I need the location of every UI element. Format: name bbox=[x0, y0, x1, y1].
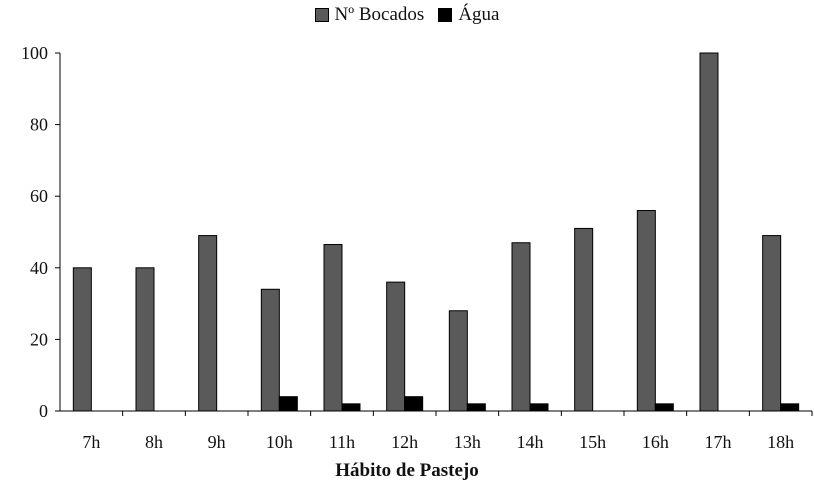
bar-agua bbox=[529, 403, 549, 412]
y-tick-label: 60 bbox=[30, 186, 48, 206]
bar-bocados bbox=[386, 281, 406, 412]
x-tick-label: 15h bbox=[579, 432, 606, 452]
x-tick-label: 12h bbox=[391, 432, 418, 452]
x-tick-label: 17h bbox=[705, 432, 732, 452]
bar-bocados bbox=[260, 288, 280, 412]
legend-item-bocados: Nº Bocados bbox=[314, 4, 425, 26]
bar-bocados bbox=[511, 242, 531, 412]
bar-agua bbox=[341, 403, 361, 412]
y-tick-label: 80 bbox=[30, 115, 48, 135]
legend-label-bocados: Nº Bocados bbox=[334, 4, 425, 25]
bar-bocados bbox=[762, 235, 782, 412]
bar-bocados bbox=[448, 310, 468, 412]
bar-agua bbox=[780, 403, 800, 412]
x-tick-label: 10h bbox=[266, 432, 293, 452]
bar-bocados bbox=[636, 210, 656, 412]
bar-bocados bbox=[198, 235, 218, 412]
bar-agua bbox=[654, 403, 674, 412]
legend-label-agua: Água bbox=[458, 4, 500, 25]
x-axis-title: Hábito de Pastejo bbox=[335, 460, 479, 481]
bar-agua bbox=[466, 403, 486, 412]
y-tick-label: 20 bbox=[30, 329, 48, 349]
y-tick-label: 40 bbox=[30, 258, 48, 278]
tick-labels: 0 20 40 60 80 100 7h 8h 9h 10h 11h 12h 13h 14h 15h 16h 1… bbox=[21, 43, 794, 452]
bar-agua bbox=[278, 396, 298, 412]
bar-bocados bbox=[323, 244, 343, 412]
x-tick-label: 18h bbox=[767, 432, 794, 452]
bar-bocados bbox=[574, 227, 594, 412]
x-tick-label: 7h bbox=[82, 432, 100, 452]
x-tick-label: 9h bbox=[208, 432, 226, 452]
legend-swatch-agua bbox=[438, 8, 453, 22]
legend-item-agua: Água bbox=[438, 4, 499, 26]
x-tick-label: 11h bbox=[329, 432, 355, 452]
bar-bocados bbox=[699, 52, 719, 412]
legend-swatch-bocados bbox=[314, 8, 329, 22]
x-tick-label: 13h bbox=[454, 432, 481, 452]
bar-agua bbox=[404, 396, 424, 412]
axes bbox=[55, 52, 813, 416]
bar-bocados bbox=[72, 267, 92, 412]
chart-legend: Nº Bocados Água bbox=[0, 4, 814, 26]
y-tick-label: 0 bbox=[39, 401, 48, 421]
x-tick-label: 14h bbox=[517, 432, 544, 452]
y-tick-label: 100 bbox=[21, 43, 48, 63]
x-tick-label: 16h bbox=[642, 432, 669, 452]
bar-bocados bbox=[135, 267, 155, 412]
x-tick-label: 8h bbox=[145, 432, 163, 452]
bars bbox=[72, 52, 800, 412]
